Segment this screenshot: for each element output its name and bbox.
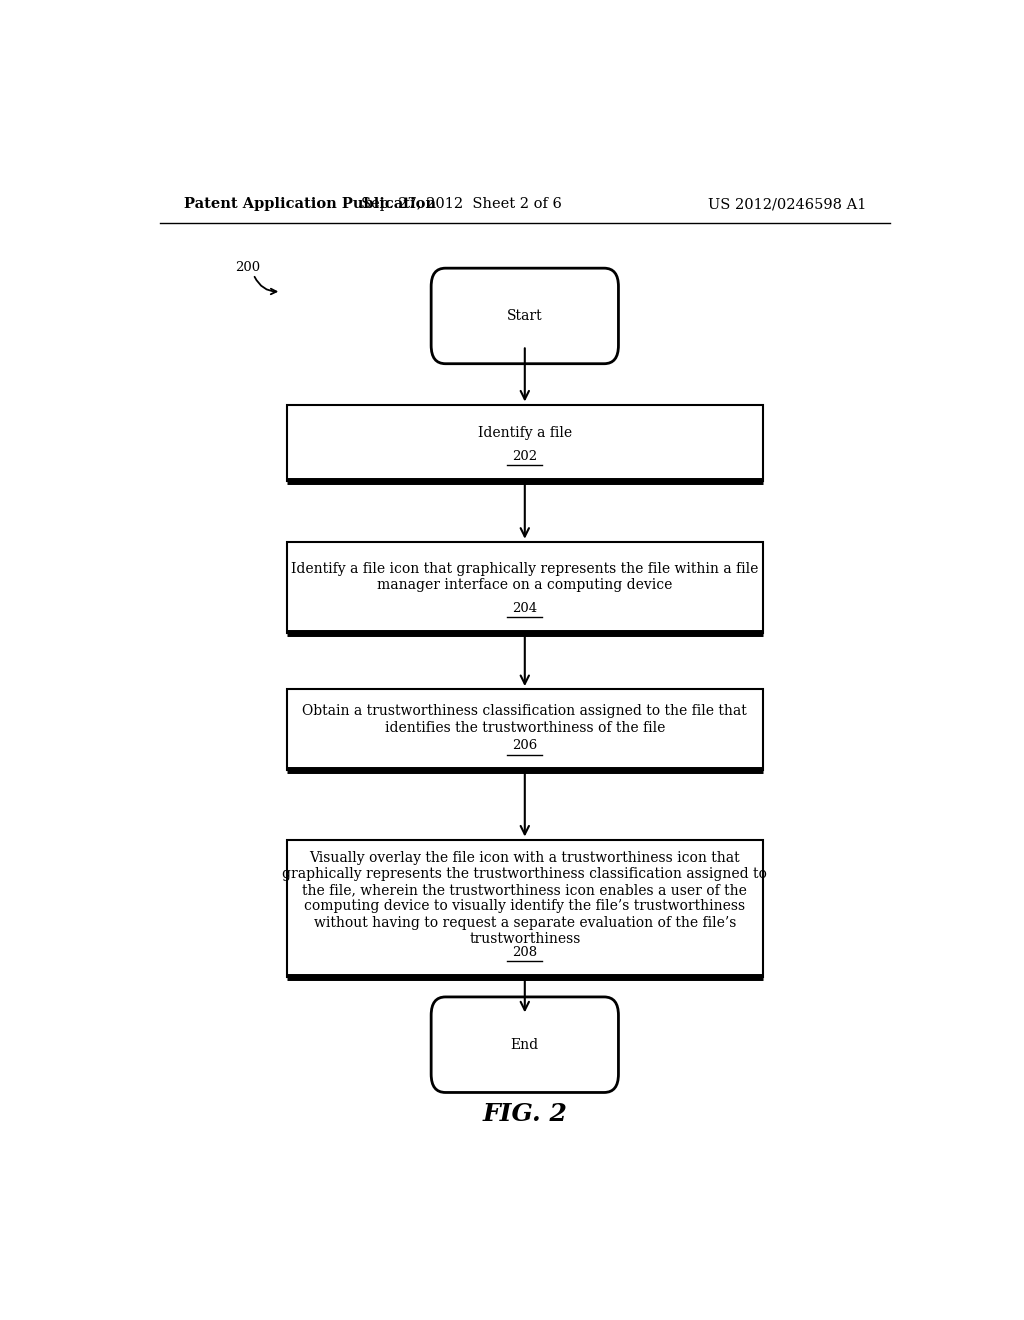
- Text: Patent Application Publication: Patent Application Publication: [183, 197, 435, 211]
- Text: FIG. 2: FIG. 2: [482, 1102, 567, 1126]
- Text: 208: 208: [512, 946, 538, 960]
- Text: 206: 206: [512, 739, 538, 752]
- Text: Identify a file icon that graphically represents the file within a file
manager : Identify a file icon that graphically re…: [291, 562, 759, 593]
- Text: Obtain a trustworthiness classification assigned to the file that
identifies the: Obtain a trustworthiness classification …: [302, 705, 748, 734]
- Text: US 2012/0246598 A1: US 2012/0246598 A1: [708, 197, 866, 211]
- Text: Identify a file: Identify a file: [478, 426, 571, 440]
- Bar: [287, 541, 763, 634]
- Text: Sep. 27, 2012  Sheet 2 of 6: Sep. 27, 2012 Sheet 2 of 6: [360, 197, 562, 211]
- Text: Start: Start: [507, 309, 543, 323]
- Bar: [287, 840, 763, 977]
- Bar: [287, 689, 763, 771]
- Text: 200: 200: [236, 260, 260, 273]
- Text: 202: 202: [512, 450, 538, 463]
- Text: End: End: [511, 1038, 539, 1052]
- FancyBboxPatch shape: [431, 997, 618, 1093]
- Bar: [287, 405, 763, 480]
- Text: Visually overlay the file icon with a trustworthiness icon that
graphically repr: Visually overlay the file icon with a tr…: [283, 851, 767, 946]
- Text: 204: 204: [512, 602, 538, 615]
- FancyBboxPatch shape: [431, 268, 618, 364]
